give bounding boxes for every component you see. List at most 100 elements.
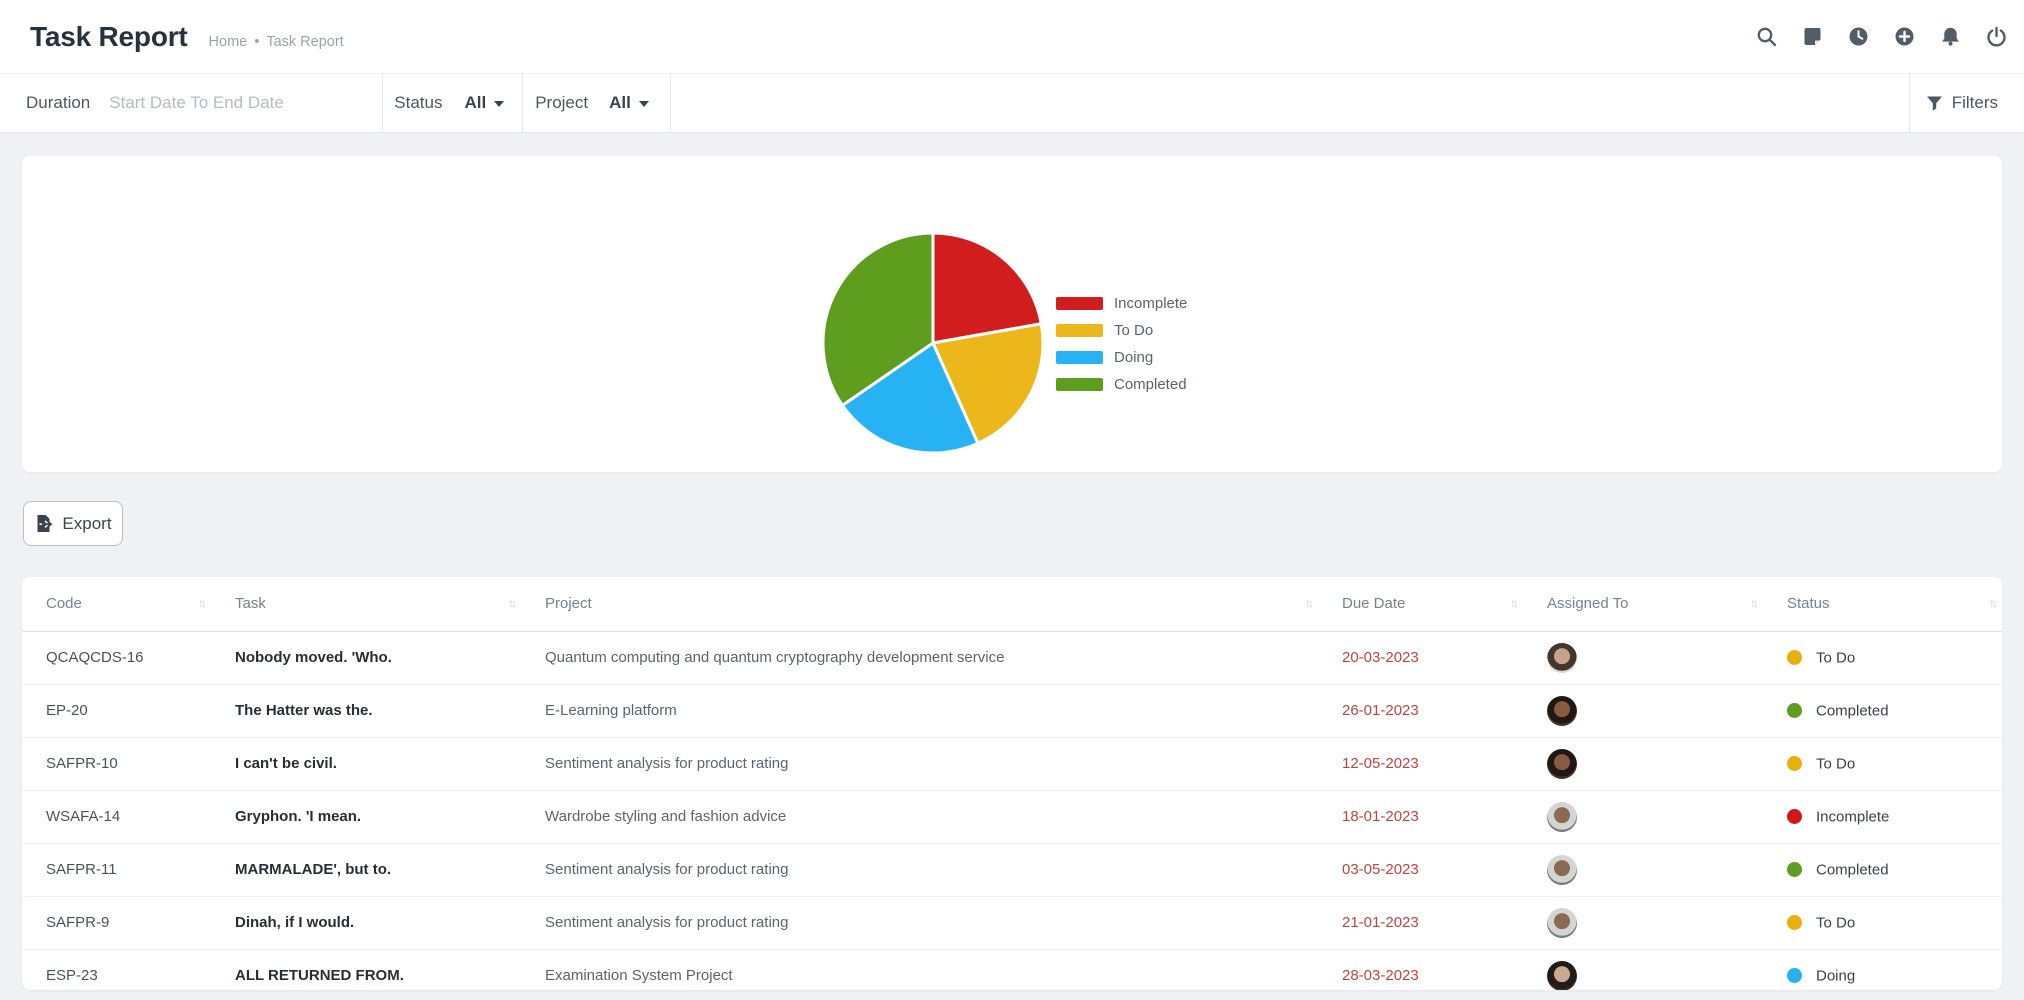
legend-item-to-do[interactable]: To Do	[1056, 317, 1187, 344]
table-row[interactable]: SAFPR-10 I can't be civil. Sentiment analy…	[22, 737, 2002, 791]
column-header-assigned-to[interactable]: Assigned To ↑↓	[1523, 577, 1763, 632]
sort-icon[interactable]: ↑↓	[1510, 595, 1519, 610]
chevron-down-icon	[494, 101, 505, 107]
project-dropdown-value: All	[609, 93, 631, 112]
header-icons	[1756, 26, 2007, 47]
project-dropdown[interactable]: All	[609, 93, 649, 113]
status-label: To Do	[1816, 914, 1856, 932]
project-cell: E-Learning platform	[521, 684, 1318, 738]
sort-icon[interactable]: ↑↓	[1750, 595, 1759, 610]
funnel-icon	[1926, 96, 1942, 111]
duration-label: Duration	[26, 93, 91, 112]
task-name-cell: MARMALADE', but to.	[211, 843, 521, 897]
assigned-to-cell	[1523, 790, 1763, 844]
status-dot-icon	[1787, 862, 1802, 878]
task-code-cell: ESP-23	[22, 949, 211, 990]
status-dot-icon	[1787, 809, 1802, 825]
status-cell: To Do	[1763, 631, 2002, 685]
power-icon[interactable]	[1986, 26, 2007, 47]
table-row[interactable]: WSAFA-14 Gryphon. 'I mean. Wardrobe stylin…	[22, 790, 2002, 844]
legend-swatch	[1056, 378, 1103, 391]
note-icon[interactable]	[1802, 26, 1823, 47]
pie-chart	[821, 231, 1045, 455]
status-cell: Incomplete	[1763, 790, 2002, 844]
legend-item-completed[interactable]: Completed	[1056, 371, 1187, 398]
app-header: Task Report Home • Task Report	[0, 0, 2024, 73]
table-row[interactable]: EP-20 The Hatter was the. E-Learning platf…	[22, 684, 2002, 738]
clock-icon[interactable]	[1848, 26, 1869, 47]
duration-input[interactable]	[107, 92, 370, 114]
column-header-label: Project	[545, 595, 592, 613]
task-name-cell: Nobody moved. 'Who.	[211, 631, 521, 685]
column-header-label: Task	[235, 595, 266, 613]
sort-icon[interactable]: ↑↓	[198, 595, 207, 610]
filters-button[interactable]: Filters	[1910, 74, 2024, 132]
legend-label: Incomplete	[1114, 295, 1188, 312]
column-header-task[interactable]: Task ↑↓	[211, 577, 521, 632]
pie-slice-completed[interactable]	[821, 231, 935, 407]
status-dot-icon	[1787, 703, 1802, 719]
status-cell: Completed	[1763, 843, 2002, 897]
table-row[interactable]: ESP-23 ALL RETURNED FROM. Examination Syst…	[22, 949, 2002, 990]
task-code-cell: SAFPR-9	[22, 896, 211, 950]
assignee-avatar	[1547, 960, 1577, 990]
column-header-due-date[interactable]: Due Date ↑↓	[1318, 577, 1523, 632]
bell-icon[interactable]	[1940, 26, 1961, 47]
due-date-cell: 21-01-2023	[1318, 896, 1523, 950]
divider	[382, 74, 384, 132]
project-label: Project	[535, 93, 589, 112]
project-cell: Wardrobe styling and fashion advice	[521, 790, 1318, 844]
status-dropdown[interactable]: All	[464, 93, 505, 113]
plus-circle-icon[interactable]	[1894, 26, 1915, 47]
sort-icon[interactable]: ↑↓	[1305, 595, 1314, 610]
status-label: Completed	[1816, 861, 1889, 879]
task-code-cell: SAFPR-10	[22, 737, 211, 791]
status-dot-icon	[1787, 968, 1802, 984]
breadcrumb-separator-icon: •	[254, 33, 260, 50]
column-header-label: Status	[1787, 595, 1830, 613]
assignee-avatar	[1547, 695, 1577, 726]
legend-label: Doing	[1114, 349, 1154, 366]
sort-icon[interactable]: ↑↓	[508, 595, 517, 610]
task-name-cell: ALL RETURNED FROM.	[211, 949, 521, 990]
legend-swatch	[1056, 324, 1103, 337]
chevron-down-icon	[638, 101, 649, 107]
table-row[interactable]: SAFPR-9 Dinah, if I would. Sentiment analy…	[22, 896, 2002, 950]
column-header-code[interactable]: Code ↑↓	[22, 577, 211, 632]
breadcrumb-home[interactable]: Home	[208, 33, 248, 50]
column-header-label: Due Date	[1342, 595, 1406, 613]
due-date-cell: 20-03-2023	[1318, 631, 1523, 685]
assigned-to-cell	[1523, 896, 1763, 950]
table-header-row: Code ↑↓ Task ↑↓ Project ↑↓ Due Date ↑↓ Assigned …	[22, 577, 2002, 632]
status-label: To Do	[1816, 649, 1856, 667]
project-cell: Examination System Project	[521, 949, 1318, 990]
breadcrumb-current: Task Report	[266, 33, 344, 50]
divider	[1908, 74, 1910, 132]
sort-icon[interactable]: ↑↓	[1989, 595, 1998, 610]
task-code-cell: SAFPR-11	[22, 843, 211, 897]
search-icon[interactable]	[1756, 26, 1777, 47]
column-header-project[interactable]: Project ↑↓	[521, 577, 1318, 632]
due-date-cell: 26-01-2023	[1318, 684, 1523, 738]
legend-item-doing[interactable]: Doing	[1056, 344, 1187, 371]
assigned-to-cell	[1523, 949, 1763, 990]
pie-slice-to-do[interactable]	[931, 322, 1045, 445]
project-cell: Sentiment analysis for product rating	[521, 843, 1318, 897]
task-code-cell: EP-20	[22, 684, 211, 738]
task-code-cell: WSAFA-14	[22, 790, 211, 844]
due-date-cell: 03-05-2023	[1318, 843, 1523, 897]
pie-slice-doing[interactable]	[840, 341, 980, 455]
page-title: Task Report	[30, 20, 188, 52]
column-header-status[interactable]: Status ↑↓	[1763, 577, 2002, 632]
status-cell: To Do	[1763, 737, 2002, 791]
pie-slice-incomplete[interactable]	[931, 231, 1043, 345]
task-name-cell: I can't be civil.	[211, 737, 521, 791]
filters-button-label: Filters	[1951, 93, 1998, 112]
due-date-cell: 12-05-2023	[1318, 737, 1523, 791]
table-row[interactable]: QCAQCDS-16 Nobody moved. 'Who. Quantum com…	[22, 631, 2002, 685]
legend-item-incomplete[interactable]: Incomplete	[1056, 290, 1187, 317]
export-button[interactable]: Export	[23, 501, 123, 546]
status-label: Incomplete	[1816, 808, 1890, 826]
status-label: Completed	[1816, 702, 1889, 720]
table-row[interactable]: SAFPR-11 MARMALADE', but to. Sentiment ana…	[22, 843, 2002, 897]
